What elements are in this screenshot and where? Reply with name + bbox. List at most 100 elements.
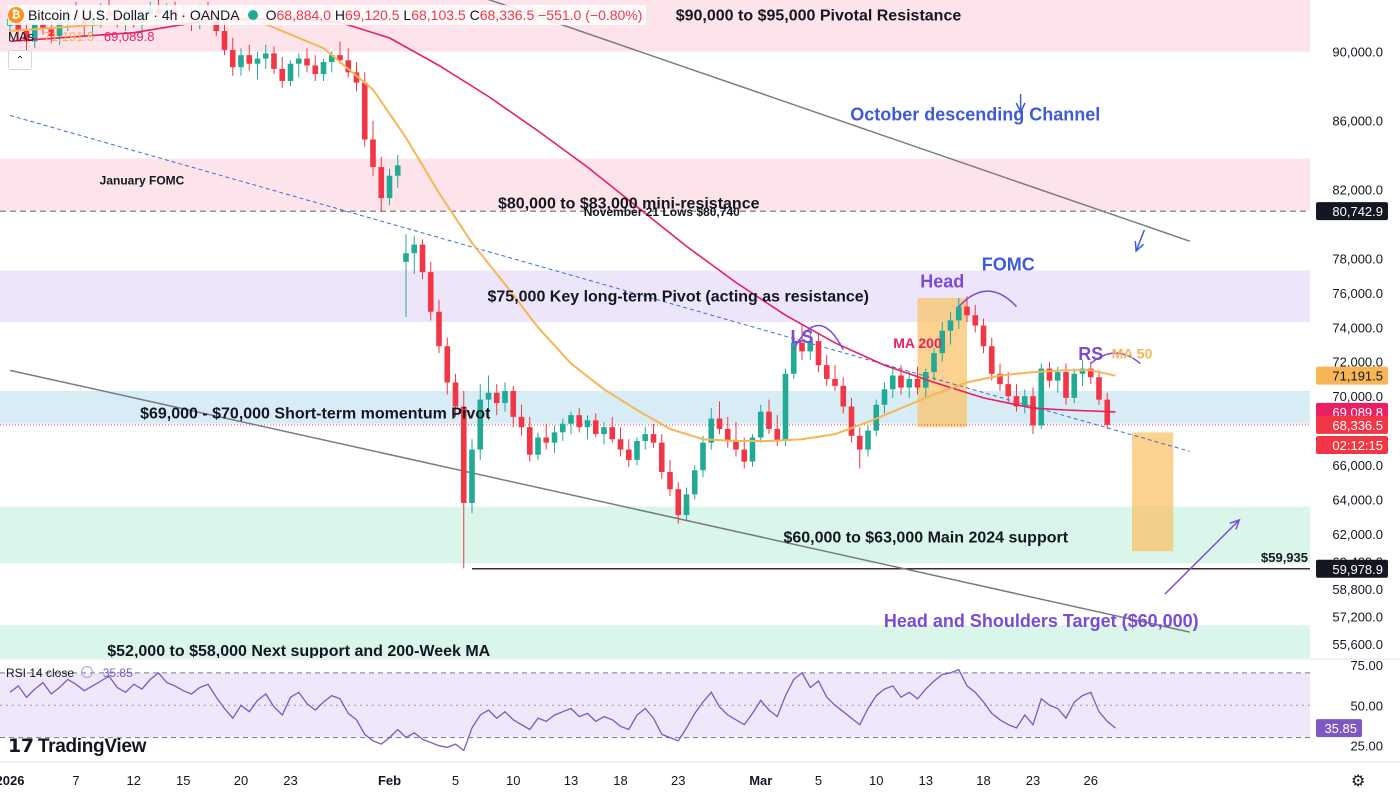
- candle-body: [625, 449, 632, 460]
- rsi-settings-circle-icon[interactable]: [81, 666, 94, 678]
- candle-body: [675, 489, 682, 516]
- price-tick-9: 64,000.0: [1332, 493, 1383, 508]
- candle-73: [609, 416, 616, 443]
- collapse-legend-button[interactable]: ⌃: [8, 50, 32, 70]
- tag-nov-lows: 80,742.9: [1316, 202, 1388, 221]
- ma50-legend-value: 71,191.5: [43, 29, 95, 44]
- candle-body: [1096, 377, 1102, 400]
- symbol-header[interactable]: ₿ Bitcoin / U.S. Dollar · 4h · OANDA O68…: [8, 5, 647, 25]
- rsi-legend-value: 35.85: [102, 666, 133, 680]
- chart-settings-gear-icon[interactable]: ⚙: [1351, 773, 1366, 790]
- candle-body: [823, 365, 830, 379]
- symbol-title[interactable]: Bitcoin / U.S. Dollar · 4h · OANDA: [28, 7, 240, 23]
- price-tick-10: 62,000.0: [1332, 527, 1383, 542]
- zone-label-1: $80,000 to $83,000 mini-resistance: [498, 195, 760, 212]
- candle-body: [865, 430, 871, 450]
- zone-label-3: $69,000 - $70,000 Short-term momentum Pi…: [140, 405, 491, 422]
- candle-body: [345, 60, 352, 73]
- open-label: O: [265, 7, 277, 23]
- annotation-6: RS: [1078, 344, 1103, 364]
- candle-106: [881, 382, 888, 414]
- candle-65: [543, 423, 550, 450]
- candle-body: [683, 494, 690, 516]
- candle-body: [939, 330, 946, 354]
- candle-80: [667, 459, 673, 497]
- zone-label-4: $60,000 to $63,000 Main 2024 support: [783, 529, 1068, 546]
- price-tag-2: 68,336.5: [1316, 415, 1388, 434]
- candle-body: [328, 55, 335, 63]
- candle-70: [584, 415, 591, 440]
- candle-60: [502, 382, 508, 412]
- candle-43: [361, 72, 368, 147]
- candle-body: [848, 406, 855, 436]
- candle-68: [568, 411, 574, 435]
- candle-body: [337, 55, 343, 61]
- candle-75: [625, 439, 632, 467]
- candle-89: [741, 437, 748, 469]
- candle-108: [898, 365, 904, 395]
- price-tick-6: 72,000.0: [1332, 355, 1383, 370]
- candle-body: [312, 65, 319, 75]
- rsi-label: RSI 14 close: [6, 666, 75, 680]
- candle-body: [394, 165, 401, 176]
- candle-77: [642, 427, 649, 450]
- candle-94: [782, 368, 789, 447]
- candle-55: [460, 391, 467, 569]
- candle-body: [518, 416, 525, 428]
- price-tick-4: 76,000.0: [1332, 286, 1383, 301]
- price-tick-14: 55,600.0: [1332, 637, 1383, 652]
- rsi-legend[interactable]: RSI 14 close 35.85: [6, 666, 133, 680]
- candle-37: [312, 55, 319, 81]
- candle-body: [1005, 384, 1012, 397]
- candle-104: [865, 425, 871, 457]
- pattern-arc-0: [793, 324, 844, 351]
- price-tag-label: 80,742.9: [1332, 204, 1383, 219]
- rsi-tick-1: 50.00: [1350, 698, 1383, 713]
- annotation-5: MA 200: [893, 335, 942, 351]
- candle-26: [221, 20, 228, 56]
- candle-body: [576, 415, 583, 428]
- candle-121: [1005, 372, 1012, 404]
- candle-body: [419, 244, 426, 273]
- candle-114: [947, 311, 954, 345]
- candle-body: [947, 320, 954, 331]
- candle-body: [23, 31, 30, 42]
- candle-113: [939, 322, 946, 362]
- candle-body: [914, 378, 921, 388]
- candle-body: [658, 442, 665, 472]
- zone-4: [0, 506, 1310, 564]
- pattern-arc-1: [958, 290, 1018, 308]
- candle-33: [279, 56, 286, 88]
- candle-129: [1071, 368, 1078, 404]
- annotation-4: LS: [790, 327, 813, 347]
- candle-98: [815, 334, 822, 373]
- candle-body: [724, 428, 731, 441]
- candle-body: [799, 342, 805, 352]
- rsi-tick-2: 25.00: [1350, 739, 1383, 754]
- candle-79: [658, 434, 665, 479]
- tradingview-logo[interactable]: 𝟭𝟳 TradingView: [8, 735, 146, 758]
- candle-body: [592, 420, 599, 435]
- candle-body: [271, 53, 277, 69]
- price-tick-0: 90,000.0: [1332, 45, 1383, 60]
- candle-body: [40, 24, 46, 30]
- candle-body: [906, 378, 913, 388]
- high-value: 69,120.5: [345, 7, 400, 23]
- candle-body: [510, 391, 517, 417]
- candle-95: [790, 335, 797, 379]
- price-tag-bg: [1316, 559, 1388, 578]
- candle-body: [427, 272, 434, 312]
- candle-body: [889, 375, 896, 390]
- candle-91: [757, 404, 764, 443]
- candle-body: [840, 385, 847, 407]
- candle-body: [988, 346, 995, 374]
- candle-body: [254, 58, 261, 64]
- candle-103: [856, 427, 863, 469]
- price-tag-label: 59,978.9: [1332, 562, 1383, 577]
- candle-body: [1087, 368, 1094, 378]
- candle-body: [832, 378, 838, 386]
- candle-body: [31, 24, 38, 42]
- moving-averages-legend[interactable]: MAs 71,191.5 69,089.8: [8, 29, 154, 44]
- candle-body: [617, 439, 624, 450]
